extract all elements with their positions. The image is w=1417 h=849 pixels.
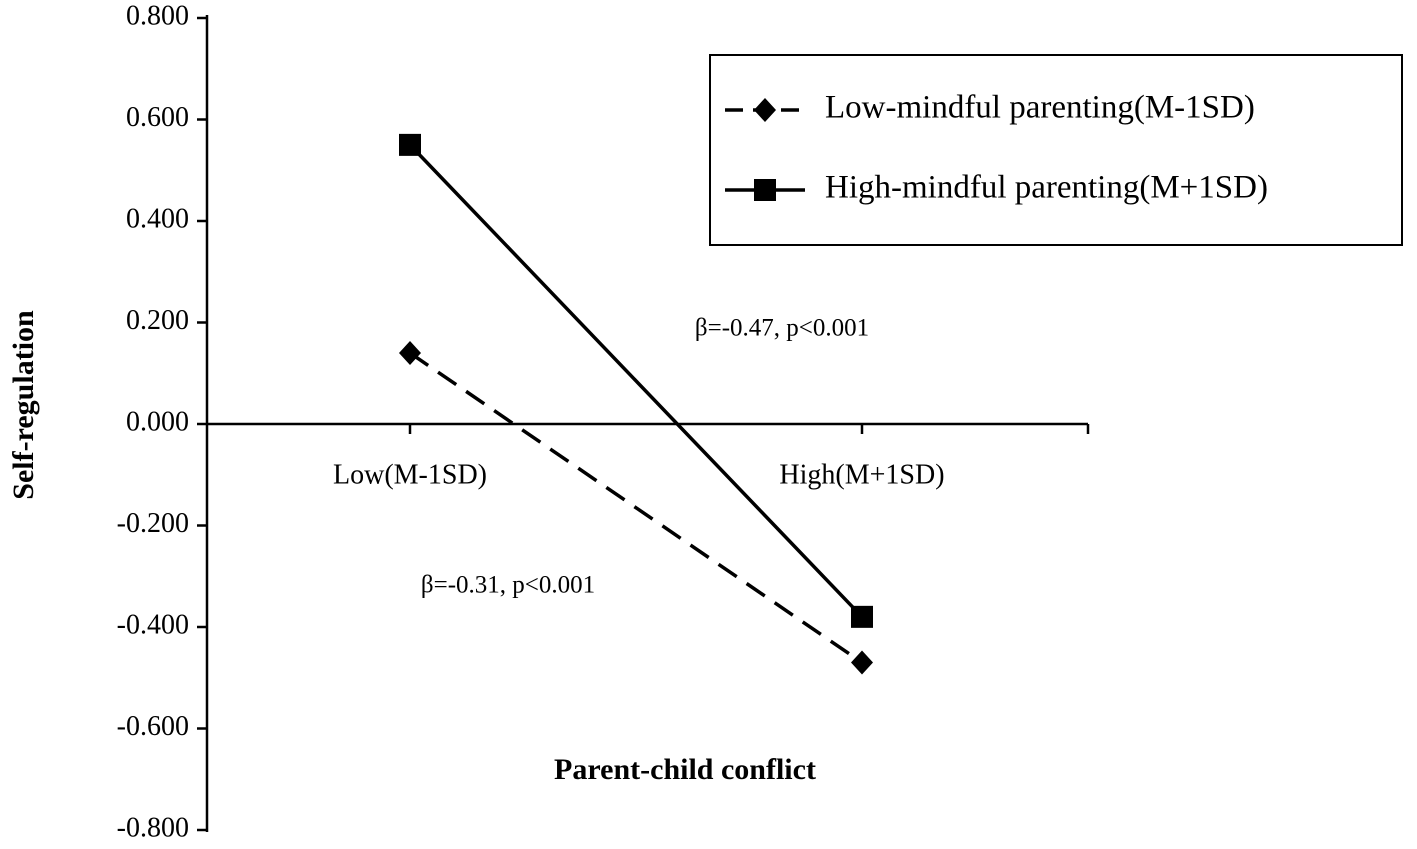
marker bbox=[754, 179, 776, 201]
marker bbox=[851, 650, 873, 675]
y-tick-label: 0.800 bbox=[126, 0, 189, 31]
annotation: β=-0.47, p<0.001 bbox=[695, 315, 869, 342]
marker bbox=[399, 340, 421, 365]
legend-label: Low-mindful parenting(M-1SD) bbox=[825, 90, 1255, 126]
y-axis-title: Self-regulation bbox=[7, 310, 40, 500]
marker bbox=[851, 605, 873, 628]
y-tick-label: -0.800 bbox=[117, 812, 189, 843]
series-line bbox=[408, 143, 864, 619]
y-tick-label: -0.200 bbox=[117, 508, 189, 539]
x-tick-label: High(M+1SD) bbox=[779, 459, 944, 490]
marker bbox=[399, 133, 421, 156]
legend-box bbox=[709, 54, 1403, 246]
x-axis-title: Parent-child conflict bbox=[554, 753, 816, 786]
marker bbox=[754, 98, 776, 122]
y-tick-label: 0.000 bbox=[126, 406, 189, 437]
y-tick-label: -0.400 bbox=[117, 609, 189, 640]
x-tick-label: Low(M-1SD) bbox=[333, 459, 487, 490]
y-tick-label: 0.400 bbox=[126, 203, 189, 234]
y-tick-label: -0.600 bbox=[117, 711, 189, 742]
annotation: β=-0.31, p<0.001 bbox=[421, 572, 595, 599]
series-line bbox=[409, 351, 863, 664]
legend-label: High-mindful parenting(M+1SD) bbox=[825, 170, 1268, 206]
y-tick-label: 0.200 bbox=[126, 305, 189, 336]
y-tick-label: 0.600 bbox=[126, 102, 189, 133]
